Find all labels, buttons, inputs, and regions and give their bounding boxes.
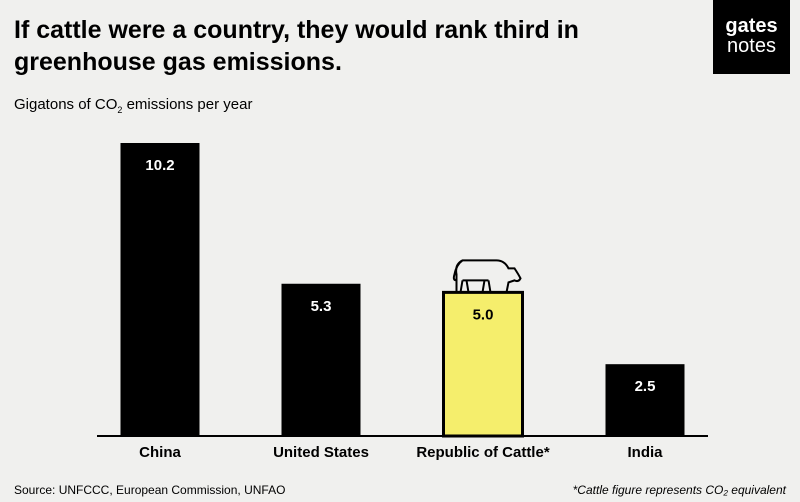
logo-line2: notes <box>727 35 776 57</box>
logo-line1: gates <box>725 15 778 37</box>
source-note: Source: UNFCCC, European Commission, UNF… <box>14 483 286 497</box>
category-label-1: United States <box>273 444 369 461</box>
footnote: *Cattle figure represents CO₂ equivalent <box>572 483 786 497</box>
value-label-2: 5.0 <box>473 306 494 323</box>
bar-1 <box>281 283 361 436</box>
cow-icon <box>452 259 522 293</box>
value-label-3: 2.5 <box>635 378 656 395</box>
value-label-0: 10.2 <box>145 157 174 174</box>
chart-title: If cattle were a country, they would ran… <box>14 16 579 76</box>
bar-0 <box>120 143 200 436</box>
gates-notes-logo: gates notes <box>713 0 790 74</box>
ylabel-prefix: Gigatons of CO <box>14 96 118 113</box>
bar-3 <box>605 364 685 436</box>
value-label-1: 5.3 <box>311 298 332 315</box>
category-label-2: Republic of Cattle* <box>416 444 550 461</box>
y-axis-label: Gigatons of CO2 emissions per year <box>14 96 252 115</box>
ylabel-suffix: emissions per year <box>122 96 253 113</box>
category-label-0: China <box>139 444 181 461</box>
ylabel-sub: 2 <box>117 105 123 115</box>
category-label-3: India <box>627 444 663 461</box>
